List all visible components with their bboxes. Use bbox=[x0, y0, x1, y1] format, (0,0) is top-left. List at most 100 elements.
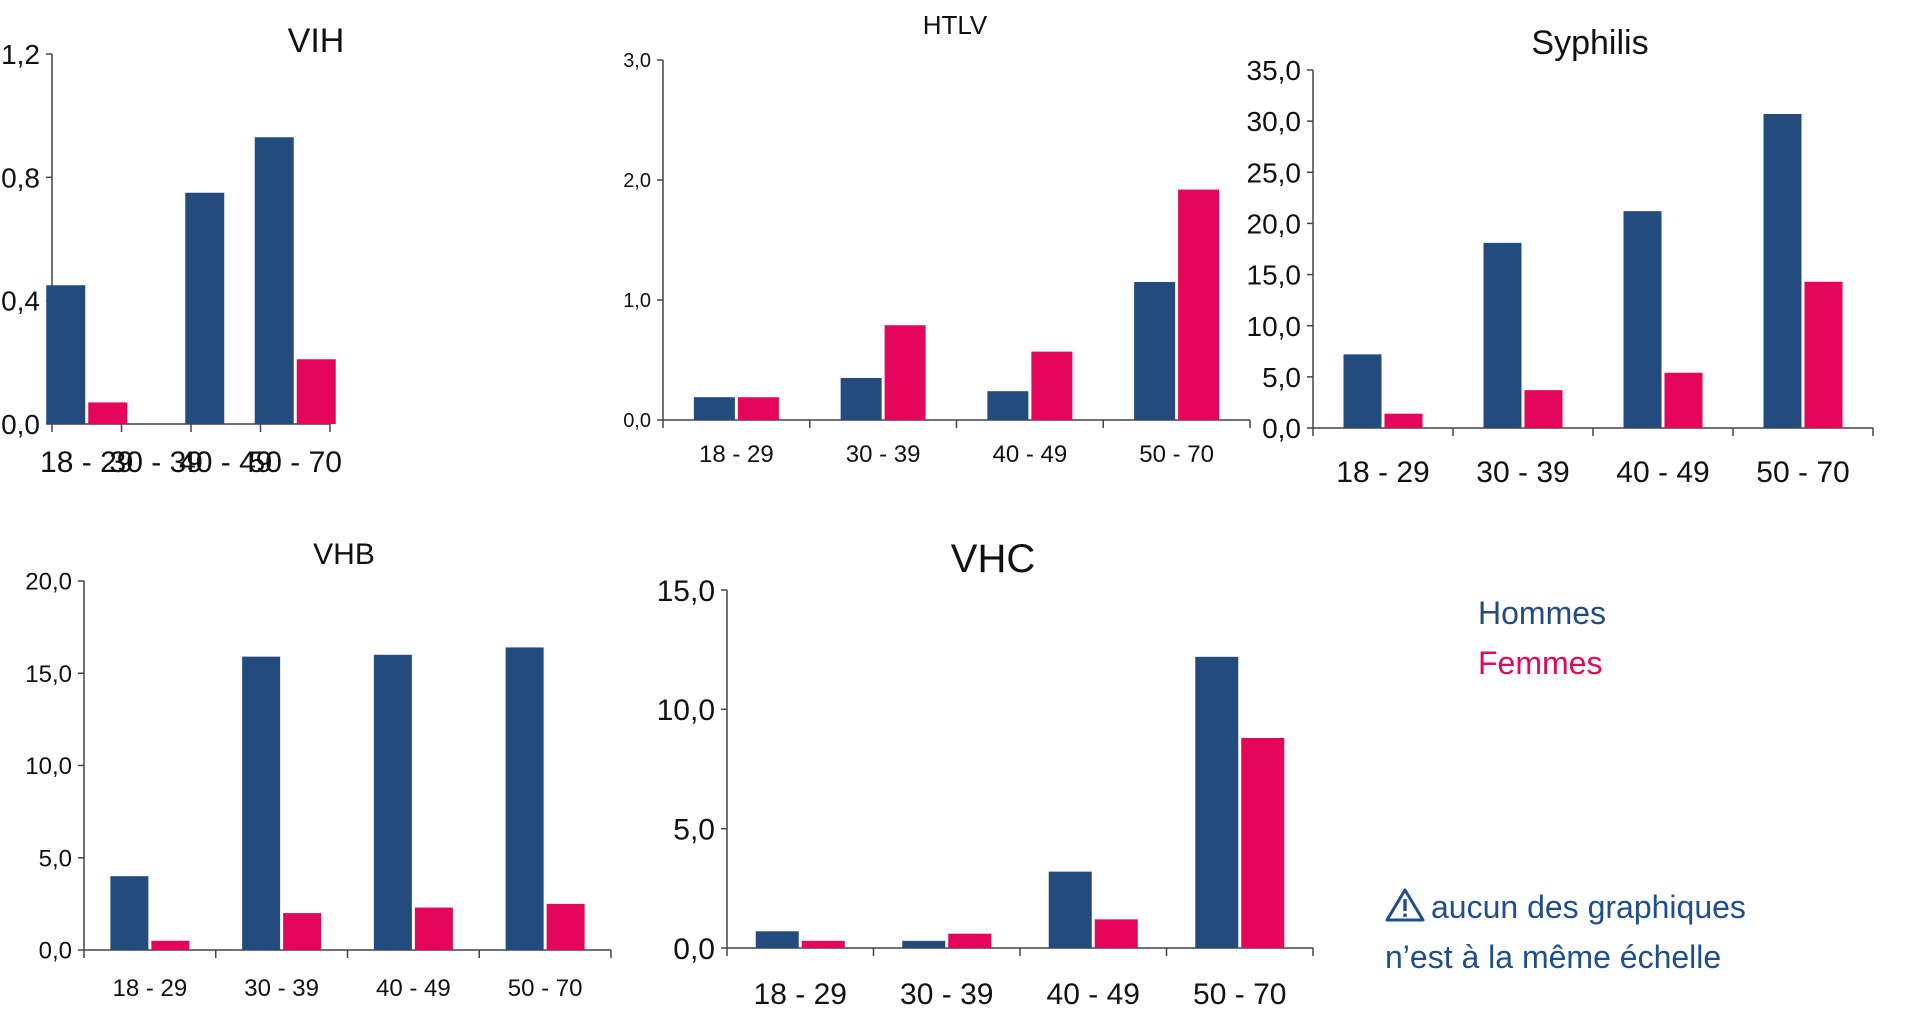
warning-line-2: n’est à la même échelle bbox=[1385, 939, 1722, 975]
bar-hommes-1 bbox=[755, 931, 799, 948]
bar-femmes-4 bbox=[296, 359, 336, 424]
bar-hommes-3 bbox=[373, 654, 412, 950]
y-tick-label: 0,0 bbox=[623, 410, 651, 432]
chart-htlv: HTLV 0,0 1,0 2,0 3,0 18 - 29 30 - 39 40 - 49 50 … bbox=[623, 10, 1251, 468]
x-tick-label: 30 - 39 bbox=[244, 975, 319, 1002]
x-tick-label: 50 - 70 bbox=[508, 975, 583, 1002]
chart-title: Syphilis bbox=[1531, 24, 1648, 62]
bar-hommes-4 bbox=[1763, 113, 1802, 429]
bar-hommes-1 bbox=[46, 285, 86, 424]
bar-femmes-2 bbox=[283, 913, 322, 950]
y-tick-label: 0,4 bbox=[1, 286, 40, 317]
chart-title: VHC bbox=[951, 537, 1035, 581]
y-tick-label: 20,0 bbox=[25, 569, 72, 596]
warning-line-1: aucun des graphiques bbox=[1431, 889, 1746, 925]
x-tick-label: 18 - 29 bbox=[113, 975, 188, 1002]
bar-femmes-1 bbox=[801, 940, 845, 948]
bar-femmes-3 bbox=[1031, 351, 1073, 420]
bar-hommes-3 bbox=[1048, 871, 1092, 948]
x-tick-label: 40 - 49 bbox=[179, 446, 272, 479]
y-tick-label: 5,0 bbox=[1262, 362, 1301, 393]
bar-femmes-2 bbox=[948, 933, 992, 948]
y-tick-label: 20,0 bbox=[1247, 209, 1302, 240]
chart-title: HTLV bbox=[923, 10, 988, 40]
y-tick-label: 25,0 bbox=[1247, 157, 1302, 188]
bar-hommes-4 bbox=[1134, 282, 1176, 420]
bar-femmes-1 bbox=[88, 402, 128, 424]
y-tick-label: 10,0 bbox=[1247, 311, 1302, 342]
bar-hommes-3 bbox=[1623, 211, 1662, 428]
bar-hommes-2 bbox=[1483, 242, 1522, 428]
bar-hommes-2 bbox=[840, 378, 882, 420]
chart-vhb: VHB 0,0 5,0 10,0 15,0 20,0 18 - 29 30 - 39 40 - … bbox=[25, 538, 612, 1002]
y-tick-label: 5,0 bbox=[39, 845, 72, 872]
x-tick-label: 40 - 49 bbox=[1047, 978, 1140, 1009]
bar-hommes-2 bbox=[242, 656, 281, 950]
y-tick-label: 10,0 bbox=[25, 753, 72, 780]
x-tick-label: 30 - 39 bbox=[110, 446, 203, 479]
bar-femmes-2 bbox=[884, 325, 926, 420]
y-tick-label: 1,0 bbox=[623, 290, 651, 312]
bar-femmes-3 bbox=[1664, 372, 1703, 428]
x-tick-label: 18 - 29 bbox=[1336, 456, 1429, 489]
y-tick-label: 10,0 bbox=[657, 694, 715, 727]
x-tick-label: 30 - 39 bbox=[846, 441, 921, 468]
bar-hommes-4 bbox=[1195, 656, 1239, 948]
y-tick-label: 0,0 bbox=[1262, 413, 1301, 444]
y-tick-label: 35,0 bbox=[1247, 55, 1302, 86]
bar-hommes-1 bbox=[110, 876, 149, 950]
bar-femmes-4 bbox=[1804, 281, 1843, 428]
y-tick-label: 0,0 bbox=[673, 933, 715, 966]
chart-vhc: VHC 0,0 5,0 10,0 15,0 18 - 29 30 - 39 40 - 49 50… bbox=[657, 537, 1314, 1009]
bar-hommes-4 bbox=[505, 647, 544, 950]
legend-hommes: Hommes bbox=[1478, 595, 1607, 631]
y-tick-label: 5,0 bbox=[673, 813, 715, 846]
bar-hommes-1 bbox=[1343, 354, 1382, 428]
bar-femmes-3 bbox=[1094, 919, 1138, 948]
legend: Hommes Femmes bbox=[1478, 588, 1606, 688]
bar-femmes-4 bbox=[546, 903, 585, 950]
y-tick-label: 15,0 bbox=[25, 661, 72, 688]
bar-femmes-1 bbox=[151, 940, 190, 950]
chart-title: VIH bbox=[288, 22, 345, 60]
bar-femmes-2 bbox=[1524, 390, 1563, 428]
x-tick-label: 50 - 70 bbox=[1756, 456, 1849, 489]
y-tick-label: 15,0 bbox=[1247, 260, 1302, 291]
bar-hommes-1 bbox=[693, 397, 735, 420]
x-tick-label: 30 - 39 bbox=[900, 978, 993, 1009]
bar-hommes-3 bbox=[987, 391, 1029, 420]
x-tick-label: 18 - 29 bbox=[754, 978, 847, 1009]
x-tick-label: 40 - 49 bbox=[1616, 456, 1709, 489]
x-tick-label: 30 - 39 bbox=[1476, 456, 1569, 489]
x-tick-label: 18 - 29 bbox=[40, 446, 133, 479]
x-tick-label: 40 - 49 bbox=[376, 975, 451, 1002]
y-tick-label: 1,2 bbox=[1, 39, 40, 70]
bar-hommes-3 bbox=[185, 192, 225, 424]
y-tick-label: 0,8 bbox=[1, 162, 40, 193]
legend-femmes: Femmes bbox=[1478, 645, 1603, 681]
x-tick-label: 50 - 70 bbox=[249, 446, 342, 479]
y-tick-label: 0,0 bbox=[39, 938, 72, 965]
y-tick-label: 0,0 bbox=[1, 409, 40, 440]
bar-femmes-3 bbox=[414, 907, 453, 950]
bar-femmes-1 bbox=[737, 397, 779, 420]
x-tick-label: 40 - 49 bbox=[993, 441, 1068, 468]
bar-femmes-1 bbox=[1384, 413, 1423, 428]
x-tick-label: 18 - 29 bbox=[699, 441, 774, 468]
y-tick-label: 30,0 bbox=[1247, 106, 1302, 137]
y-tick-label: 2,0 bbox=[623, 170, 651, 192]
x-tick-label: 50 - 70 bbox=[1193, 978, 1286, 1009]
y-tick-label: 15,0 bbox=[657, 575, 715, 608]
bar-femmes-4 bbox=[1241, 737, 1285, 948]
x-tick-label: 50 - 70 bbox=[1139, 441, 1214, 468]
scale-warning-note: aucun des graphiques n’est à la même éch… bbox=[1385, 884, 1746, 980]
warning-triangle-icon bbox=[1385, 888, 1425, 934]
bar-hommes-2 bbox=[902, 940, 946, 948]
chart-syphilis: Syphilis 0,0 5,0 10,0 15,0 20,0 25,0 30,0 35,0 18… bbox=[1247, 24, 1874, 489]
y-tick-label: 3,0 bbox=[623, 50, 651, 72]
bar-femmes-4 bbox=[1178, 189, 1220, 420]
bar-hommes-4 bbox=[254, 137, 294, 424]
chart-title: VHB bbox=[313, 538, 375, 571]
